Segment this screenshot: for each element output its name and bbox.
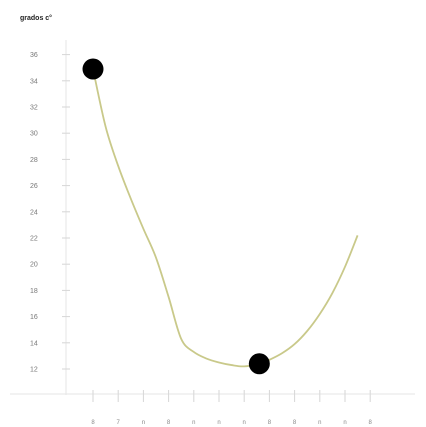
y-tick-label: 16 bbox=[30, 314, 38, 321]
y-tick-label: 18 bbox=[30, 288, 38, 295]
highlight-point bbox=[82, 58, 104, 80]
y-tick-label: 22 bbox=[30, 236, 38, 243]
series-line bbox=[92, 68, 359, 368]
x-tick-label: 8 bbox=[268, 420, 272, 426]
y-tick-label: 34 bbox=[30, 78, 38, 85]
x-tick-label: 8 bbox=[167, 420, 171, 426]
x-tick-label: 7 bbox=[117, 420, 121, 426]
y-tick-label: 26 bbox=[30, 183, 38, 190]
x-tick-label: n bbox=[343, 420, 346, 426]
y-tick-label: 32 bbox=[30, 105, 38, 112]
y-tick-label: 28 bbox=[30, 157, 38, 164]
x-tick-label: 8 bbox=[369, 420, 373, 426]
x-tick-label: n bbox=[142, 420, 145, 426]
x-tick-label: n bbox=[243, 420, 246, 426]
y-tick-label: 24 bbox=[30, 209, 38, 216]
y-tick-label: 36 bbox=[30, 52, 38, 59]
x-tick-label: n bbox=[217, 420, 220, 426]
y-tick-label: 20 bbox=[30, 262, 38, 269]
x-tick-label: n bbox=[318, 420, 321, 426]
x-tick-label: 8 bbox=[293, 420, 297, 426]
y-ticks: 12 14 16 18 20 22 24 26 28 30 32 34 36 bbox=[30, 52, 70, 374]
highlight-markers bbox=[82, 58, 270, 375]
highlight-point bbox=[248, 353, 270, 375]
x-tick-label: n bbox=[192, 420, 195, 426]
y-tick-label: 12 bbox=[30, 367, 38, 374]
x-ticks: 8 7 n 8 n n n 8 8 n n 8 bbox=[91, 390, 373, 426]
y-tick-label: 14 bbox=[30, 340, 38, 347]
y-tick-label: 30 bbox=[30, 131, 38, 138]
y-axis-title: grados c° bbox=[20, 14, 52, 22]
x-tick-label: 8 bbox=[91, 420, 95, 426]
